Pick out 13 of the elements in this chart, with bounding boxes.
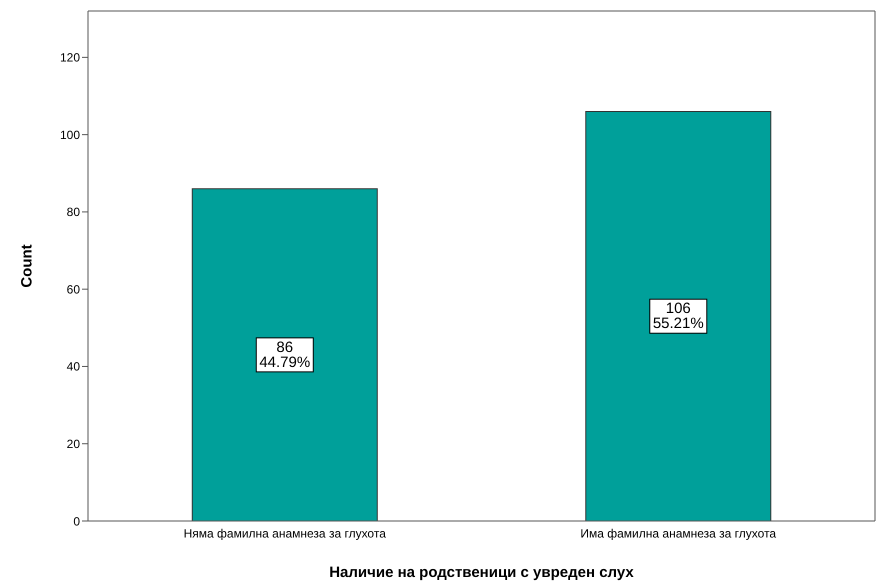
y-axis-title: Count bbox=[18, 244, 36, 288]
x-axis-title: Наличие на родственици с увреден слух bbox=[329, 564, 634, 581]
y-tick-label: 100 bbox=[60, 128, 80, 142]
y-tick-label: 60 bbox=[66, 282, 80, 296]
data-label: 86 44.79% bbox=[259, 338, 310, 371]
x-tick-label: Няма фамилна анамнеза за глухота bbox=[184, 526, 386, 541]
x-tick-label: Има фамилна анамнеза за глухота bbox=[580, 526, 776, 541]
y-tick-label: 40 bbox=[66, 360, 80, 374]
y-tick-label: 20 bbox=[66, 436, 80, 451]
data-label: 106 55.21% bbox=[652, 300, 704, 332]
y-tick-label: 120 bbox=[60, 50, 80, 65]
y-tick-label: 80 bbox=[66, 205, 80, 220]
y-tick-label: 0 bbox=[73, 514, 80, 528]
